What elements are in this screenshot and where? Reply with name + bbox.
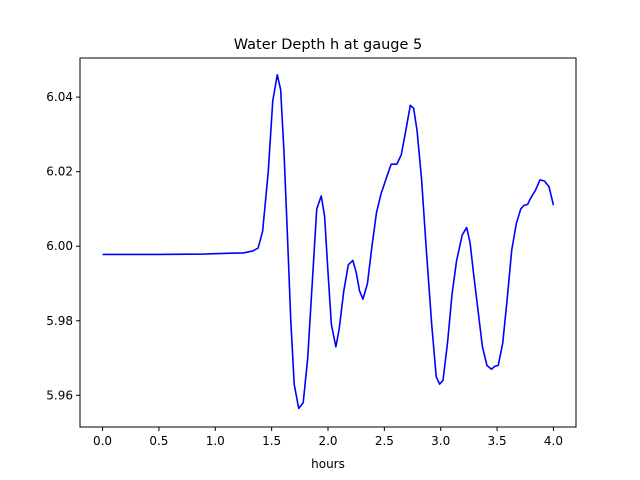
y-axis: 5.96 5.98 6.00 6.02 6.04 — [46, 90, 80, 402]
y-tick-label: 5.96 — [46, 388, 73, 402]
y-tick-label: 5.98 — [46, 314, 73, 328]
y-tick-label: 6.00 — [46, 239, 73, 253]
x-axis-label: hours — [311, 457, 345, 471]
x-axis: 0.0 0.5 1.0 1.5 2.0 2.5 3.0 3.5 4.0 — [93, 427, 563, 448]
x-tick-label: 2.5 — [375, 434, 394, 448]
x-tick-label: 2.0 — [318, 434, 337, 448]
chart-title: Water Depth h at gauge 5 — [234, 37, 422, 53]
x-tick-label: 3.5 — [488, 434, 507, 448]
x-tick-label: 1.0 — [206, 434, 225, 448]
series-line-0 — [102, 73, 555, 410]
x-tick-label: 1.5 — [262, 434, 281, 448]
x-tick-label: 0.0 — [93, 434, 112, 448]
x-tick-label: 0.5 — [149, 434, 168, 448]
x-tick-label: 4.0 — [544, 434, 563, 448]
y-tick-label: 6.04 — [46, 90, 73, 104]
y-tick-label: 6.02 — [46, 165, 73, 179]
x-tick-label: 3.0 — [431, 434, 450, 448]
